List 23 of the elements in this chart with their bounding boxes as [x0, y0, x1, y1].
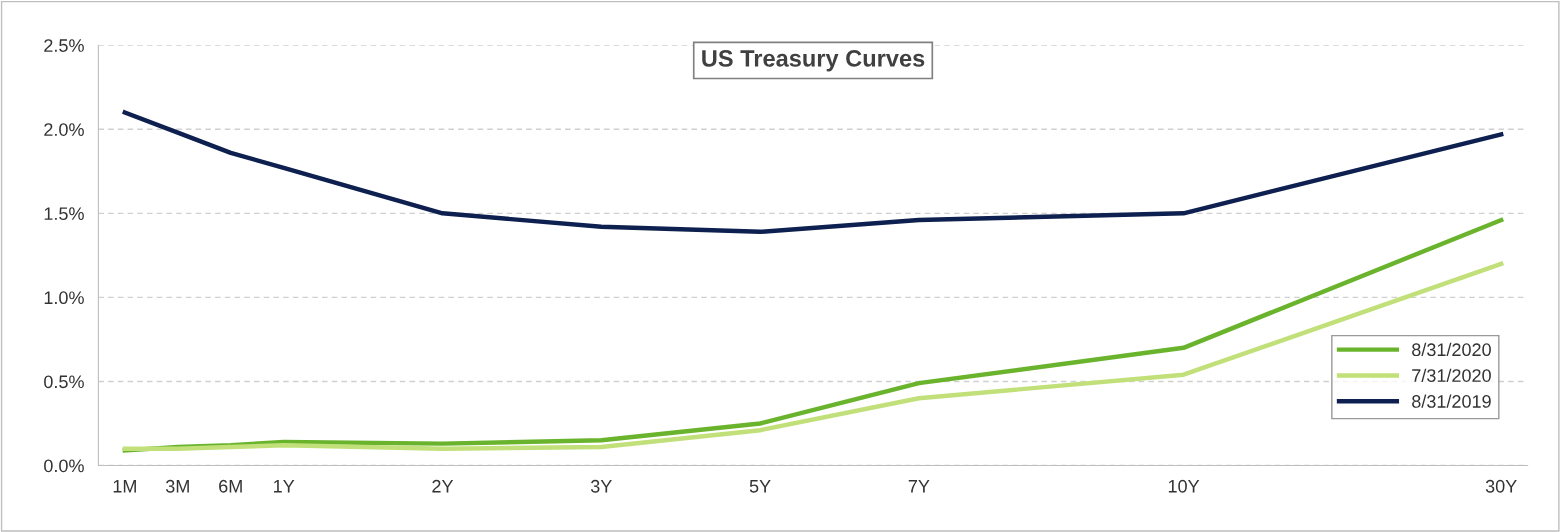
x-tick-label: 1Y: [274, 480, 295, 493]
legend-label: 8/31/2019: [1412, 394, 1491, 408]
x-tick-label: 10Y: [1168, 479, 1200, 493]
legend-label: 8/31/2020: [1412, 342, 1491, 357]
x-tick-label: 1M: [113, 480, 136, 493]
x-tick-label: 30Y: [1485, 479, 1517, 493]
x-tick-label: 6M: [219, 479, 242, 493]
y-tick-label: 0.0%: [44, 459, 84, 473]
x-tick-label: 5Y: [749, 480, 771, 493]
x-tick-label: 3Y: [590, 479, 612, 493]
legend-label: 7/31/2020: [1412, 368, 1491, 382]
y-tick-label: 1.0%: [44, 291, 84, 305]
line-series: [122, 217, 1504, 453]
y-tick-label: 1.5%: [44, 207, 84, 221]
y-tick-label: 2.5%: [44, 39, 84, 52]
chart-title: US Treasury Curves: [702, 50, 925, 72]
y-tick-label: 2.0%: [44, 123, 84, 136]
x-tick-label: 3M: [165, 479, 189, 493]
line-series: [122, 110, 1504, 235]
x-tick-label: 7Y: [908, 480, 930, 493]
line-series: [122, 261, 1504, 451]
x-tick-label: 2Y: [432, 479, 454, 493]
y-tick-label: 0.5%: [44, 375, 84, 389]
